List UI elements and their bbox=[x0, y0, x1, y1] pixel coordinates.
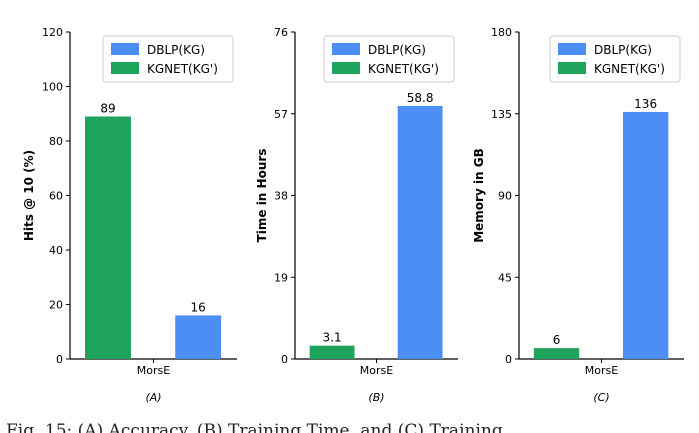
y-axis-label: Memory in GB bbox=[472, 148, 486, 243]
data-label: 136 bbox=[634, 97, 657, 111]
bar bbox=[309, 345, 355, 359]
bar bbox=[622, 111, 669, 359]
y-tick-label: 135 bbox=[491, 108, 512, 121]
legend-label: DBLP(KG) bbox=[147, 43, 205, 57]
bar bbox=[175, 315, 222, 359]
y-tick-label: 0 bbox=[56, 353, 63, 366]
data-label: 89 bbox=[100, 101, 115, 115]
bar bbox=[533, 348, 580, 359]
panel-caption: (C) bbox=[593, 391, 609, 404]
chart-panel: 0 19 38 57 76 Time in Hours 3.1 58.8 MorsE (B) DBL… bbox=[255, 26, 458, 404]
y-tick-label: 57 bbox=[274, 108, 288, 121]
y-axis-label: Hits @ 10 (%) bbox=[22, 150, 36, 241]
chart-panel: 0 20 40 60 80 100 120 Hits @ 10 (%) 89 16 MorsE (A)… bbox=[22, 26, 237, 404]
legend-swatch bbox=[332, 43, 360, 55]
y-tick-label: 100 bbox=[42, 81, 63, 94]
y-tick-label: 80 bbox=[49, 135, 63, 148]
legend-label: KGNET(KG') bbox=[147, 62, 218, 76]
y-tick-label: 20 bbox=[49, 299, 63, 312]
legend: DBLP(KG) KGNET(KG') bbox=[323, 35, 455, 83]
data-label: 16 bbox=[191, 300, 206, 314]
legend-label: DBLP(KG) bbox=[594, 43, 652, 57]
y-tick-label: 0 bbox=[505, 353, 512, 366]
legend-label: KGNET(KG') bbox=[368, 62, 439, 76]
x-tick-label: MorsE bbox=[585, 364, 618, 377]
y-tick-label: 60 bbox=[49, 190, 63, 203]
y-tick-label: 38 bbox=[274, 190, 288, 203]
panel-caption: (B) bbox=[368, 391, 384, 404]
y-tick-label: 76 bbox=[274, 26, 288, 39]
y-tick-label: 19 bbox=[274, 271, 288, 284]
x-tick-label: MorsE bbox=[137, 364, 170, 377]
legend-swatch bbox=[558, 43, 586, 55]
y-axis-label: Time in Hours bbox=[255, 149, 269, 243]
y-tick-label: 40 bbox=[49, 244, 63, 257]
data-label: 6 bbox=[553, 333, 561, 347]
data-label: 3.1 bbox=[323, 331, 342, 345]
x-tick-label: MorsE bbox=[360, 364, 393, 377]
legend: DBLP(KG) KGNET(KG') bbox=[102, 35, 234, 83]
legend-swatch bbox=[111, 43, 139, 55]
legend-swatch bbox=[111, 62, 139, 74]
legend-label: KGNET(KG') bbox=[594, 62, 665, 76]
data-label: 58.8 bbox=[407, 91, 434, 105]
legend: DBLP(KG) KGNET(KG') bbox=[549, 35, 681, 83]
legend-swatch bbox=[332, 62, 360, 74]
bar bbox=[397, 106, 443, 359]
legend-swatch bbox=[558, 62, 586, 74]
panel-caption: (A) bbox=[145, 391, 161, 404]
chart-panel: 0 45 90 135 180 Memory in GB 6 136 MorsE (C) DBLP(… bbox=[472, 26, 684, 404]
figure-caption: Fig. 15: (A) Accuracy, (B) Training Time… bbox=[6, 421, 503, 433]
y-tick-label: 90 bbox=[498, 190, 512, 203]
bar bbox=[85, 116, 131, 359]
y-tick-label: 45 bbox=[498, 271, 512, 284]
legend-label: DBLP(KG) bbox=[368, 43, 426, 57]
y-tick-label: 180 bbox=[491, 26, 512, 39]
y-tick-label: 0 bbox=[281, 353, 288, 366]
y-tick-label: 120 bbox=[42, 26, 63, 39]
